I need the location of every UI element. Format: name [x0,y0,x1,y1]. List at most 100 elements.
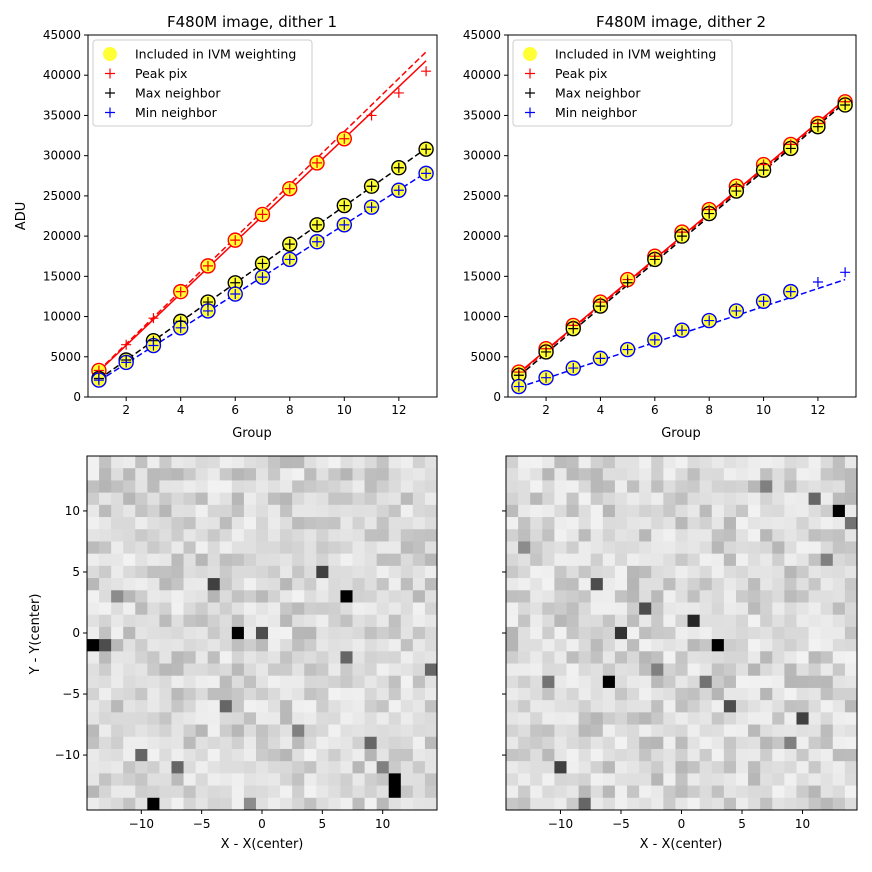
pixel-cell [364,736,378,750]
pixel-cell [111,773,124,786]
pixel-cell [171,529,184,542]
pixel-cell [99,639,112,652]
pixel-cell [280,748,293,762]
pixel-cell [735,468,749,481]
pixel-cell [590,736,604,750]
pixel-cell [376,590,390,603]
pixel-cell [195,517,209,530]
pixel-cell [376,456,390,469]
pixel-cell [530,468,543,481]
y-tick-label: −5 [62,687,80,701]
pixel-cell [651,480,664,494]
pixel-cell [542,785,555,799]
pixel-cell [364,797,378,811]
pixel-cell [554,468,567,481]
pixel-cell [207,785,221,799]
pixel-cell [171,626,184,640]
pixel-cell [328,541,341,555]
pixel-cell [639,785,652,799]
pixel-cell [590,712,604,725]
pixel-cell [518,687,531,701]
pixel-cell [675,712,688,725]
pixel-cell [171,602,184,616]
pixel-cell [304,761,317,774]
pixel-cell [400,626,414,640]
pixel-cell [292,480,305,494]
pixel-cell [231,748,245,762]
pixel-cell [602,797,616,811]
pixel-cell [123,748,136,762]
pixel-cell [530,492,543,506]
pixel-cell [183,590,197,603]
pixel-cell [542,590,555,603]
pixel-cell [388,553,402,567]
pixel-cell [231,565,245,579]
pixel-cell [292,590,305,603]
pixel-cell [195,529,209,542]
pixel-cell [195,761,209,774]
pixel-cell [328,651,341,664]
pixel-cell [518,675,531,689]
pixel-cell [123,724,136,738]
y-axis-label: ADU [14,202,29,230]
pixel-cell [554,712,567,725]
pixel-cell [530,687,543,701]
pixel-cell [735,504,749,518]
pixel-cell [590,456,604,469]
pixel-cell [760,480,773,494]
pixel-cell [663,626,676,640]
pixel-cell [542,663,555,677]
pixel-cell [675,700,688,713]
pixel-cell [111,700,124,713]
pixel-cell [207,578,221,591]
pixel-cell [748,712,761,725]
pixel-cell [554,700,567,713]
pixel-cell [292,504,305,518]
pixel-cell [530,639,543,652]
data-point [421,66,432,77]
pixel-cell [627,797,640,811]
pixel-cell [651,529,664,542]
pixel-cell [748,651,761,664]
pixel-cell [663,663,676,677]
pixel-cell [243,712,257,725]
pixel-cell [243,761,257,774]
pixel-cell [614,602,628,616]
pixel-cell [723,700,737,713]
pixel-cell [280,626,293,640]
pixel-cell [424,785,438,799]
pixel-cell [292,468,305,481]
pixel-cell [424,468,438,481]
pixel-cell [566,565,580,579]
pixel-cell [699,468,713,481]
pixel-cell [578,565,592,579]
pixel-cell [268,748,281,762]
y-tick-label: 35000 [463,108,501,122]
pixel-cell [639,565,652,579]
pixel-cell [844,761,858,774]
pixel-cell [627,529,640,542]
pixel-cell [723,517,737,530]
pixel-cell [820,517,834,530]
pixel-cell [760,602,773,616]
pixel-cell [820,663,834,677]
pixel-cell [566,504,580,518]
pixel-cell [844,480,858,494]
pixel-cell [772,724,785,738]
pixel-cell [796,687,809,701]
pixel-cell [376,687,390,701]
pixel-cell [280,797,293,811]
pixel-cell [280,541,293,555]
pixel-cell [268,724,281,738]
pixel-cell [364,480,378,494]
pixel-cell [255,663,269,677]
pixel-cell [171,663,184,677]
pixel-cell [530,663,543,677]
pixel-cell [400,797,414,811]
pixel-cell [832,456,846,469]
pixel-cell [687,480,701,494]
pixel-cell [614,761,628,774]
pixel-cell [542,504,555,518]
pixel-cell [832,480,846,494]
pixel-cell [687,797,701,811]
